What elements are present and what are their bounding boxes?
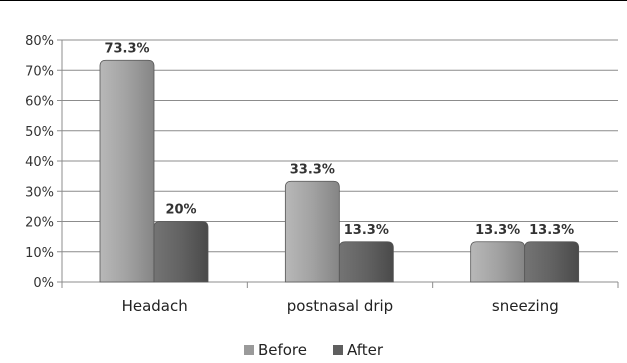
bar-after — [524, 241, 580, 283]
gridlines — [62, 39, 618, 253]
x-tick-label: Headach — [122, 297, 188, 315]
y-tick-label: 80% — [25, 34, 54, 49]
data-label: 20% — [165, 203, 196, 218]
legend-label: Before — [257, 341, 307, 359]
bars — [99, 59, 580, 283]
bar-chart: 0% 10% 20% 30% 40% 50% 60% 70% 80% Headach postnas… — [25, 34, 619, 315]
top-border — [0, 0, 627, 1]
data-label: 13.3% — [475, 223, 520, 238]
legend-label: After — [347, 341, 384, 359]
data-label: 13.3% — [529, 223, 574, 238]
legend-item-before: Before — [243, 341, 307, 359]
y-tick-label: 60% — [25, 95, 54, 110]
bar-before — [284, 180, 340, 283]
x-tick-label: postnasal drip — [287, 297, 393, 315]
y-tick-label: 20% — [25, 216, 54, 231]
data-label: 73.3% — [104, 41, 149, 56]
y-tick-label: 50% — [25, 125, 54, 140]
legend: Before After — [0, 340, 627, 360]
y-tick-label: 30% — [25, 185, 54, 200]
bar-before — [470, 241, 526, 283]
bar-before — [99, 59, 155, 283]
y-tick-label: 40% — [25, 155, 54, 170]
data-label: 13.3% — [344, 223, 389, 238]
y-tick-label: 70% — [25, 64, 54, 79]
bar-after — [153, 221, 209, 283]
legend-swatch — [243, 345, 254, 355]
x-tick-label: sneezing — [492, 297, 559, 315]
legend-swatch — [333, 345, 343, 355]
y-tick-label: 10% — [25, 246, 54, 261]
data-label: 33.3% — [290, 162, 335, 177]
data-labels: 73.3% 20% 33.3% 13.3% 13.3% 13.3% — [104, 41, 574, 238]
bar-after — [338, 241, 394, 283]
y-tick-label: 0% — [33, 276, 54, 291]
legend-item-after: After — [333, 341, 383, 359]
